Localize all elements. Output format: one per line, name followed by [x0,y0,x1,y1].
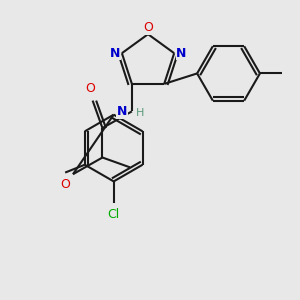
Text: N: N [110,47,120,60]
Text: N: N [117,105,127,118]
Text: H: H [136,108,144,118]
Text: O: O [143,21,153,34]
Text: O: O [86,82,96,95]
Text: O: O [60,178,70,191]
Text: N: N [176,47,187,60]
Text: Cl: Cl [108,208,120,221]
